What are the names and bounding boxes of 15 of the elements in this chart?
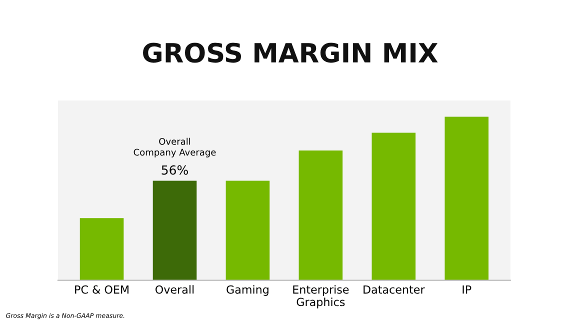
- annotation: Overall Company Average: [134, 138, 216, 158]
- chart-title: GROSS MARGIN MIX: [143, 42, 438, 63]
- x-tick-label: Enterprise Graphics: [293, 285, 349, 308]
- bar: [444, 116, 489, 280]
- x-tick-label: IP: [462, 285, 472, 294]
- bar: [372, 132, 416, 280]
- bar: [80, 218, 124, 280]
- data-label: 56%: [162, 165, 188, 175]
- x-tick-label: Overall: [156, 285, 194, 294]
- bar: [226, 180, 270, 280]
- bar: [152, 180, 197, 280]
- x-tick-label: PC & OEM: [75, 285, 128, 294]
- x-tick-label: Datacenter: [364, 285, 425, 294]
- bar: [298, 150, 343, 280]
- x-tick-label: Gaming: [226, 285, 268, 296]
